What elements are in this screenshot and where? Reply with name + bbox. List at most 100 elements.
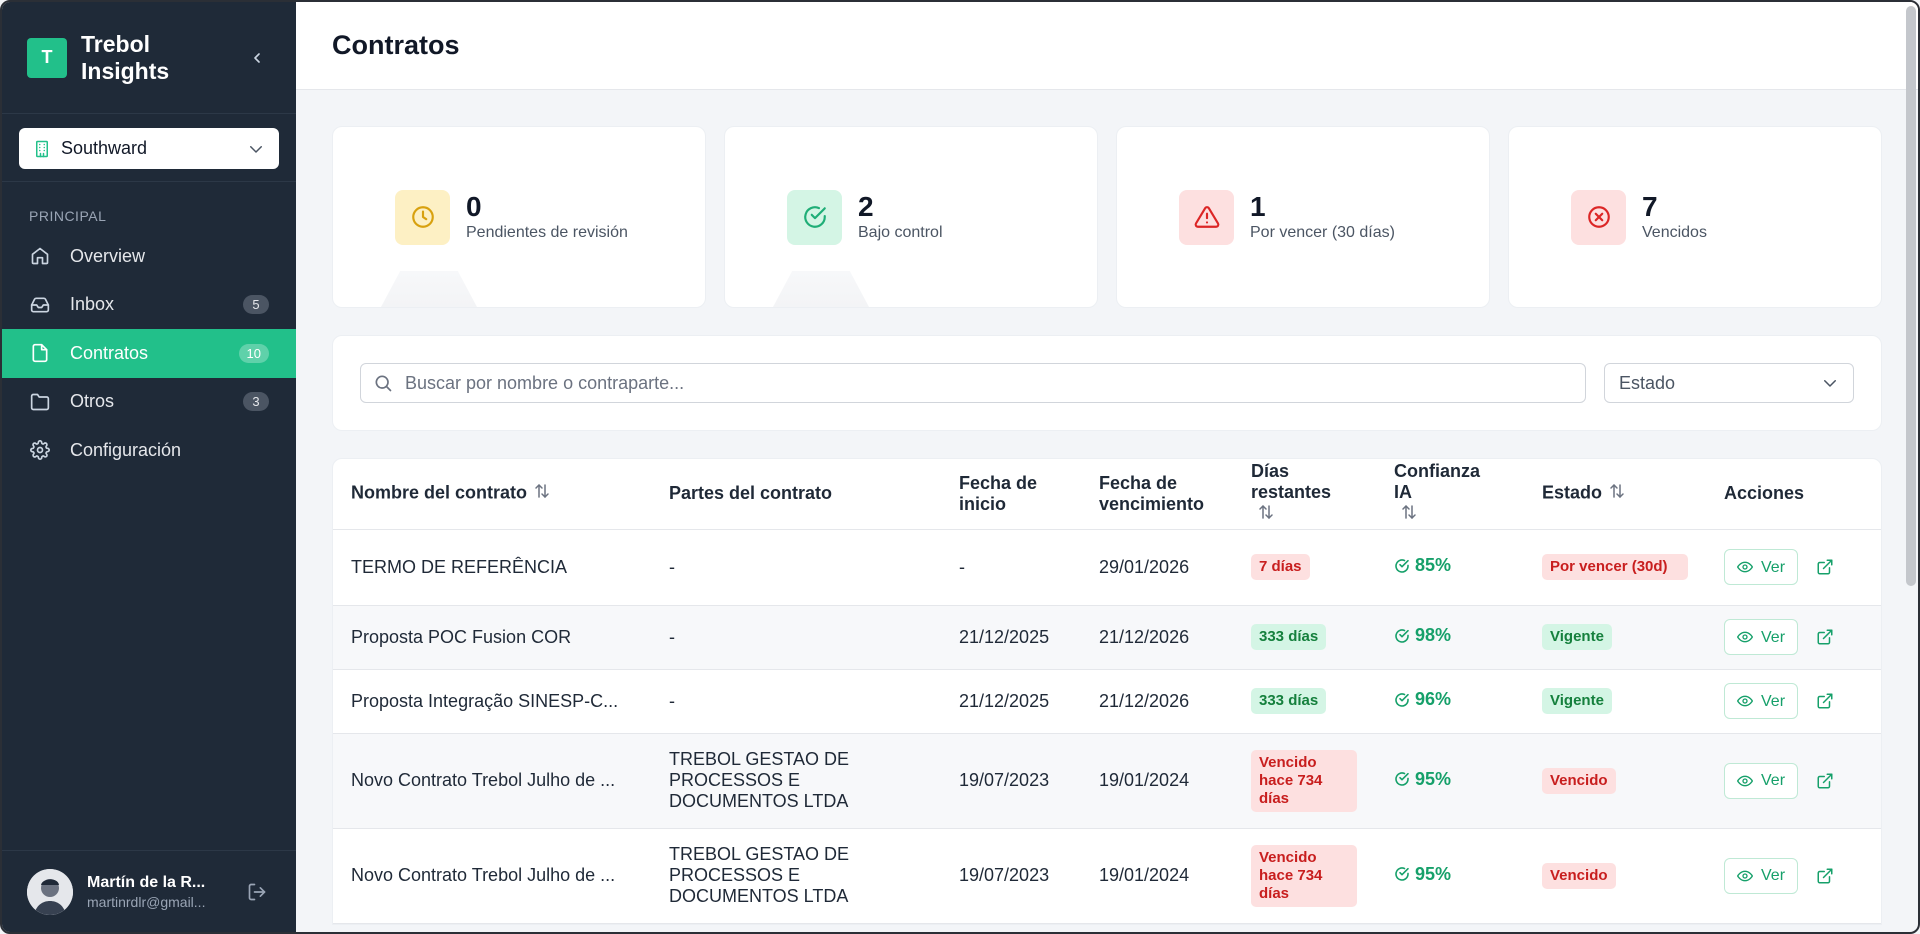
sidebar-item-label: Configuración — [70, 439, 182, 460]
column-header-label: Nombre del contrato — [351, 482, 528, 503]
page-header: Contratos — [296, 2, 1918, 90]
estado-filter-label: Estado — [1619, 372, 1676, 393]
confianza-text: 95% — [1415, 863, 1452, 884]
table-header-row: Nombre del contrato Partes del contrato … — [333, 459, 1881, 530]
card-decoration — [773, 271, 869, 307]
view-button[interactable]: Ver — [1724, 857, 1799, 894]
confianza-value: 96% — [1394, 689, 1451, 710]
view-button[interactable]: Ver — [1724, 762, 1799, 799]
count-badge: 3 — [243, 392, 269, 412]
table-row[interactable]: TERMO DE REFERÊNCIA - - 29/01/2026 7 día… — [333, 529, 1881, 606]
status-badge: Vencido — [1542, 767, 1616, 794]
section-label: PRINCIPAL — [29, 208, 107, 224]
stat-value: 0 — [466, 191, 482, 222]
stat-text: 7 Vencidos — [1642, 192, 1707, 242]
open-external-button[interactable] — [1816, 558, 1834, 576]
view-button[interactable]: Ver — [1724, 683, 1799, 719]
eye-icon — [1737, 775, 1753, 786]
sidebar-item-configuracion[interactable]: Configuración — [2, 426, 296, 475]
check-circle-icon — [1395, 628, 1409, 643]
view-button[interactable]: Ver — [1724, 619, 1799, 655]
cell-dias: 7 días — [1233, 529, 1376, 606]
cell-partes: TREBOL GESTAO DE PROCESSOS E DOCUMENTOS … — [651, 733, 941, 829]
check-circle-icon — [1395, 867, 1409, 882]
column-header-partes: Partes del contrato — [651, 459, 941, 530]
cell-inicio: 19/07/2023 — [941, 828, 1081, 924]
table-row[interactable]: Proposta Integração SINESP-C... - 21/12/… — [333, 669, 1881, 734]
open-external-button[interactable] — [1816, 867, 1834, 885]
stat-text: 1 Por vencer (30 días) — [1250, 192, 1395, 242]
column-header-estado[interactable]: Estado — [1524, 459, 1706, 530]
sidebar: T Trebol Insights Southward PRINCIPAL Ov… — [2, 2, 296, 932]
stat-value: 2 — [858, 191, 874, 222]
sidebar-item-label: Contratos — [70, 342, 149, 363]
vertical-scrollbar[interactable] — [1906, 6, 1916, 586]
dias-badge: 7 días — [1251, 554, 1310, 580]
stat-card-pendientes[interactable]: 0 Pendientes de revisión — [332, 126, 706, 308]
sidebar-item-overview[interactable]: Overview — [2, 232, 296, 281]
page-title: Contratos — [332, 30, 460, 60]
confianza-text: 85% — [1415, 555, 1452, 576]
table-row[interactable]: Novo Contrato Trebol Julho de ... TREBOL… — [333, 828, 1881, 924]
cell-acciones: Ver — [1706, 529, 1881, 606]
column-header-label: Acciones — [1724, 483, 1805, 504]
search-input[interactable] — [405, 372, 1573, 394]
confianza-text: 96% — [1415, 689, 1452, 710]
stat-card-bajo-control[interactable]: 2 Bajo control — [724, 126, 1098, 308]
logout-icon — [248, 883, 266, 900]
view-button-label: Ver — [1761, 558, 1786, 576]
column-header-label: Estado — [1542, 482, 1603, 503]
column-header-label: Días restantes — [1251, 461, 1332, 503]
column-header-confianza[interactable]: Confianza IA — [1376, 459, 1524, 530]
cell-confianza: 96% — [1376, 669, 1524, 734]
estado-filter-select[interactable]: Estado — [1604, 363, 1854, 403]
cell-dias: Vencido hace 734 días — [1233, 828, 1376, 924]
eye-icon — [1737, 561, 1753, 573]
sort-icon — [1608, 482, 1626, 505]
table-row[interactable]: Proposta POC Fusion COR - 21/12/2025 21/… — [333, 605, 1881, 670]
count-badge: 10 — [238, 343, 269, 363]
cell-confianza: 95% — [1376, 733, 1524, 829]
sidebar-item-inbox[interactable]: Inbox 5 — [2, 281, 296, 330]
stat-card-vencidos[interactable]: 7 Vencidos — [1508, 126, 1882, 308]
column-header-dias[interactable]: Días restantes — [1233, 459, 1376, 530]
collapse-sidebar-button[interactable] — [243, 44, 271, 72]
view-button[interactable]: Ver — [1724, 549, 1799, 585]
status-badge: Vigente — [1542, 688, 1612, 714]
confianza-value: 95% — [1394, 769, 1451, 790]
logout-button[interactable] — [243, 882, 271, 902]
user-panel: Martín de la R... martinrdlr@gmail... — [2, 850, 296, 932]
cell-confianza: 95% — [1376, 828, 1524, 924]
cell-nombre: Proposta POC Fusion COR — [333, 605, 651, 670]
cell-nombre: TERMO DE REFERÊNCIA — [333, 529, 651, 606]
row-actions: Ver — [1724, 857, 1863, 894]
sidebar-item-otros[interactable]: Otros 3 — [2, 378, 296, 427]
table-row[interactable]: Novo Contrato Trebol Julho de ... TREBOL… — [333, 733, 1881, 829]
external-link-icon — [1817, 693, 1833, 709]
cell-estado: Por vencer (30d) — [1524, 529, 1706, 606]
dias-badge: Vencido hace 734 días — [1251, 749, 1357, 812]
row-actions: Ver — [1724, 619, 1863, 655]
chevron-left-icon — [254, 52, 260, 63]
cell-nombre: Proposta Integração SINESP-C... — [333, 669, 651, 734]
cell-vencimiento: 21/12/2026 — [1081, 605, 1233, 670]
open-external-button[interactable] — [1816, 772, 1834, 790]
cell-partes: - — [651, 605, 941, 670]
avatar[interactable] — [27, 868, 73, 915]
stat-card-por-vencer[interactable]: 1 Por vencer (30 días) — [1116, 126, 1490, 308]
cell-nombre: Novo Contrato Trebol Julho de ... — [333, 828, 651, 924]
open-external-button[interactable] — [1816, 628, 1834, 646]
sidebar-item-contratos[interactable]: Contratos 10 — [2, 329, 296, 378]
building-icon — [36, 140, 48, 157]
user-email: martinrdlr@gmail... — [87, 893, 206, 910]
open-external-button[interactable] — [1816, 692, 1834, 710]
filters-bar: Estado — [332, 335, 1882, 431]
folder-icon — [29, 391, 51, 413]
check-circle-icon — [1395, 692, 1409, 707]
dias-badge: 333 días — [1251, 688, 1327, 714]
cell-vencimiento: 19/01/2024 — [1081, 733, 1233, 829]
org-selector[interactable]: Southward — [19, 128, 279, 169]
column-header-nombre[interactable]: Nombre del contrato — [333, 459, 651, 530]
sidebar-nav: Overview Inbox 5 Contratos 10 Otros 3 Co… — [2, 232, 296, 475]
